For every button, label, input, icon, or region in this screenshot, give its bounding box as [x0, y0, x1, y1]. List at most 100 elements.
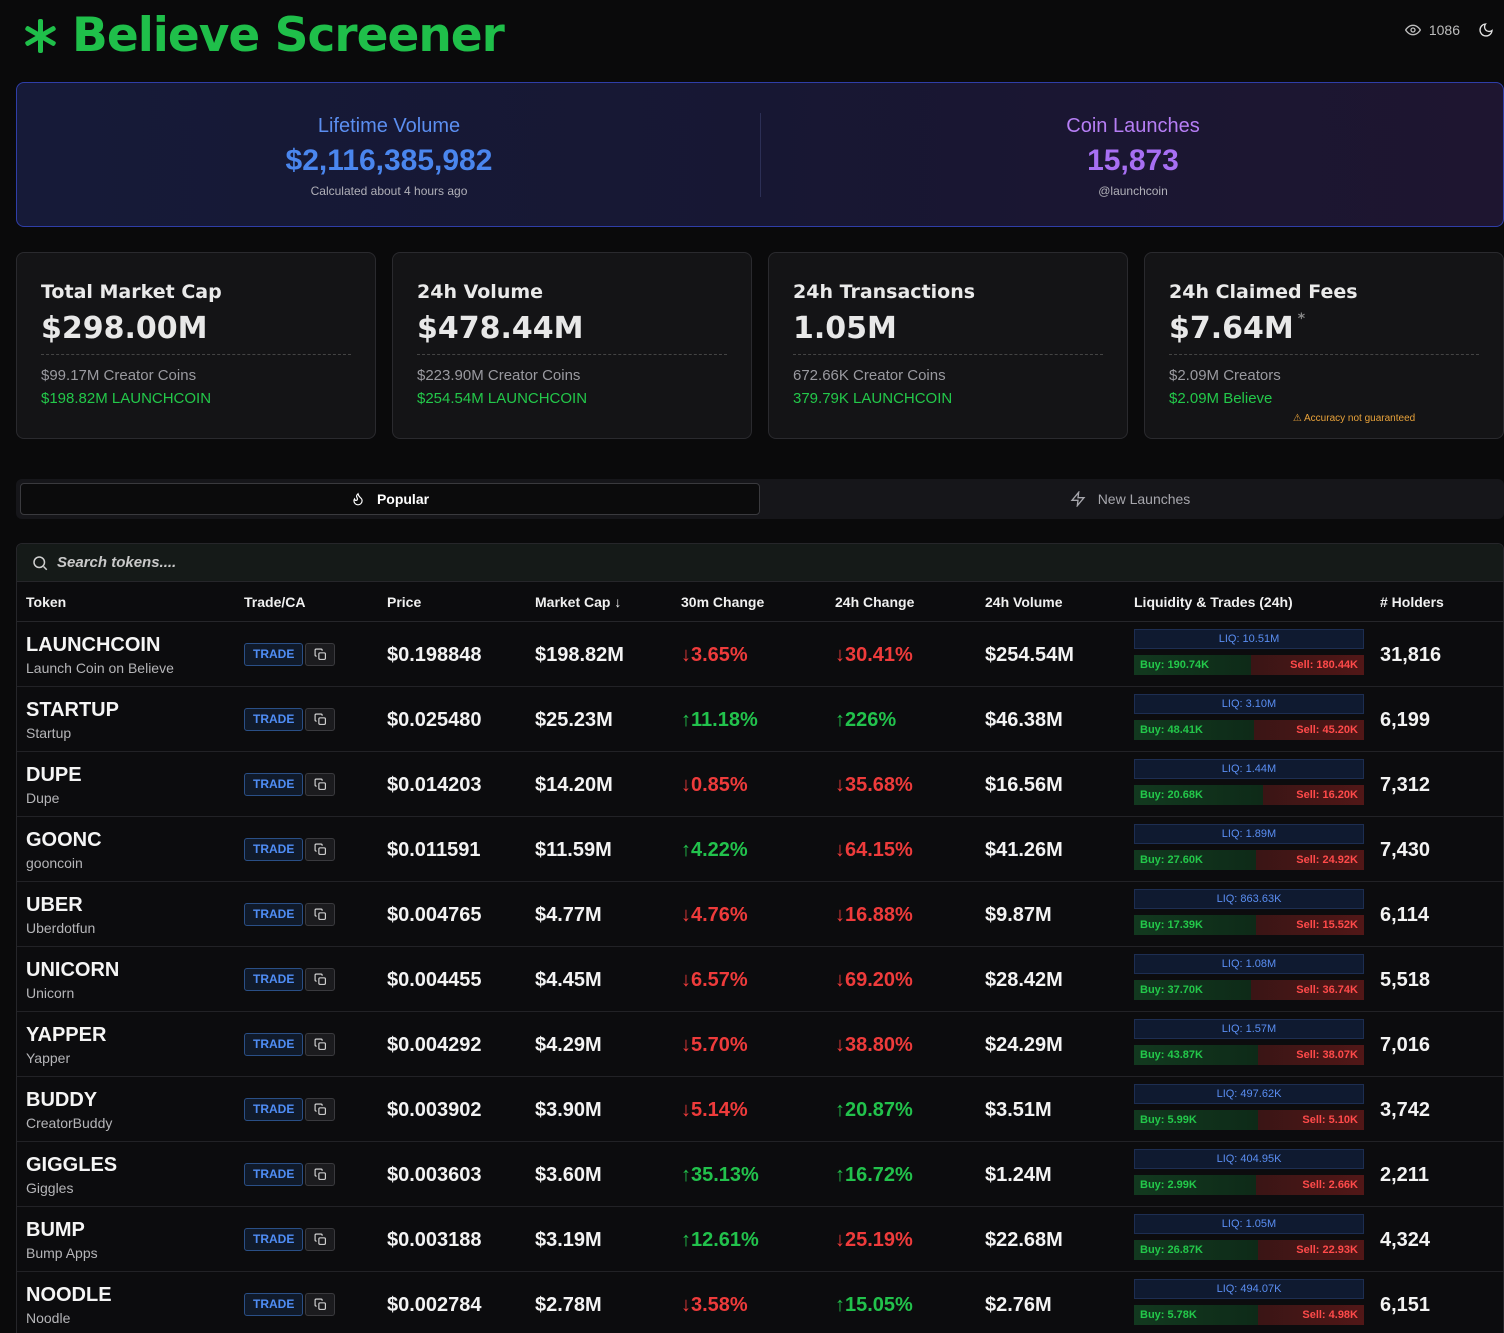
trade-button[interactable]: TRADE — [244, 1163, 304, 1186]
liquidity-trades: LIQ: 497.62K Buy: 5.99K Sell: 5.10K — [1134, 1084, 1364, 1130]
col-24h-volume[interactable]: 24h Volume — [985, 594, 1063, 610]
stat-title: 24h Transactions — [793, 281, 976, 303]
trade-button[interactable]: TRADE — [244, 1228, 304, 1251]
copy-address-button[interactable] — [305, 838, 335, 861]
stat-card-24h-transactions: 24h Transactions 1.05M 672.66K Creator C… — [768, 252, 1128, 439]
liquidity-trades: LIQ: 1.08M Buy: 37.70K Sell: 36.74K — [1134, 954, 1364, 1000]
buy-sell-bar: Buy: 5.99K Sell: 5.10K — [1134, 1110, 1364, 1130]
search-input[interactable] — [57, 554, 457, 571]
copy-address-button[interactable] — [305, 903, 335, 926]
lifetime-volume-subtitle: Calculated about 4 hours ago — [310, 184, 468, 198]
token-symbol[interactable]: NOODLE — [26, 1284, 112, 1306]
table-row[interactable]: GOONC gooncoin TRADE $0.011591 $11.59M ↑… — [17, 817, 1503, 882]
col-price[interactable]: Price — [387, 594, 422, 610]
col-holders[interactable]: # Holders — [1380, 594, 1444, 610]
sell-volume: Sell: 22.93K — [1258, 1240, 1364, 1260]
change-30m: ↓3.65% — [681, 644, 748, 666]
trade-button[interactable]: TRADE — [244, 773, 304, 796]
table-row[interactable]: UNICORN Unicorn TRADE $0.004455 $4.45M ↓… — [17, 947, 1503, 1012]
holders-count: 2,211 — [1380, 1164, 1429, 1186]
token-name: gooncoin — [26, 855, 83, 871]
buy-sell-bar: Buy: 190.74K Sell: 180.44K — [1134, 655, 1364, 675]
table-row[interactable]: DUPE Dupe TRADE $0.014203 $14.20M ↓0.85%… — [17, 752, 1503, 817]
buy-volume: Buy: 190.74K — [1134, 655, 1251, 675]
search-icon — [33, 555, 48, 570]
table-row[interactable]: GIGGLES Giggles TRADE $0.003603 $3.60M ↑… — [17, 1142, 1503, 1207]
holders-count: 6,114 — [1380, 904, 1429, 926]
copy-address-button[interactable] — [305, 773, 335, 796]
market-cap: $25.23M — [535, 709, 613, 731]
tab-popular[interactable]: Popular — [20, 483, 760, 515]
token-symbol[interactable]: GOONC — [26, 829, 102, 851]
trade-button[interactable]: TRADE — [244, 1033, 304, 1056]
change-24h: ↓16.88% — [835, 904, 913, 926]
buy-volume: Buy: 20.68K — [1134, 785, 1263, 805]
table-row[interactable]: STARTUP Startup TRADE $0.025480 $25.23M … — [17, 687, 1503, 752]
col-token[interactable]: Token — [26, 594, 67, 610]
holders-count: 5,518 — [1380, 969, 1431, 991]
change-24h: ↓64.15% — [835, 839, 913, 861]
moon-icon[interactable] — [1478, 22, 1494, 38]
change-24h: ↑226% — [835, 709, 897, 731]
trade-button[interactable]: TRADE — [244, 903, 304, 926]
sell-volume: Sell: 2.66K — [1256, 1175, 1364, 1195]
copy-address-button[interactable] — [305, 1228, 335, 1251]
token-symbol[interactable]: GIGGLES — [26, 1154, 118, 1176]
token-symbol[interactable]: LAUNCHCOIN — [26, 634, 161, 656]
stat-value: $298.00M — [41, 311, 351, 355]
liquidity-trades: LIQ: 1.44M Buy: 20.68K Sell: 16.20K — [1134, 759, 1364, 805]
copy-address-button[interactable] — [305, 1163, 335, 1186]
table-row[interactable]: BUMP Bump Apps TRADE $0.003188 $3.19M ↑1… — [17, 1207, 1503, 1272]
token-symbol[interactable]: BUMP — [26, 1219, 85, 1241]
copy-address-button[interactable] — [305, 1293, 335, 1316]
volume-24h: $41.26M — [985, 839, 1063, 861]
summary-banner: Lifetime Volume $2,116,385,982 Calculate… — [16, 82, 1504, 227]
volume-24h: $254.54M — [985, 644, 1074, 666]
lifetime-volume-value: $2,116,385,982 — [285, 144, 493, 177]
copy-address-button[interactable] — [305, 968, 335, 991]
copy-address-button[interactable] — [305, 708, 335, 731]
coin-launches-panel: Coin Launches 15,873 @launchcoin — [761, 115, 1504, 198]
buy-sell-bar: Buy: 5.78K Sell: 4.98K — [1134, 1305, 1364, 1325]
col-trade: Trade/CA — [244, 594, 306, 610]
token-symbol[interactable]: STARTUP — [26, 699, 119, 721]
table-row[interactable]: BUDDY CreatorBuddy TRADE $0.003902 $3.90… — [17, 1077, 1503, 1142]
table-row[interactable]: NOODLE Noodle TRADE $0.002784 $2.78M ↓3.… — [17, 1272, 1503, 1333]
token-symbol[interactable]: UBER — [26, 894, 83, 916]
change-30m: ↓4.76% — [681, 904, 748, 926]
trade-button[interactable]: TRADE — [244, 1293, 304, 1316]
change-30m: ↓5.14% — [681, 1099, 748, 1121]
copy-address-button[interactable] — [305, 1033, 335, 1056]
col-24h-change[interactable]: 24h Change — [835, 594, 915, 610]
trade-button[interactable]: TRADE — [244, 708, 304, 731]
price: $0.025480 — [387, 709, 482, 731]
table-row[interactable]: LAUNCHCOIN Launch Coin on Believe TRADE … — [17, 622, 1503, 687]
col-liquidity[interactable]: Liquidity & Trades (24h) — [1134, 594, 1293, 610]
col-market-cap[interactable]: Market Cap ↓ — [535, 594, 622, 610]
token-symbol[interactable]: DUPE — [26, 764, 82, 786]
change-24h: ↓25.19% — [835, 1229, 913, 1251]
brand-title: Believe Screener — [72, 8, 505, 63]
table-row[interactable]: YAPPER Yapper TRADE $0.004292 $4.29M ↓5.… — [17, 1012, 1503, 1077]
buy-sell-bar: Buy: 27.60K Sell: 24.92K — [1134, 850, 1364, 870]
lightning-icon — [1070, 491, 1086, 507]
copy-address-button[interactable] — [305, 643, 335, 666]
token-symbol[interactable]: UNICORN — [26, 959, 120, 981]
volume-24h: $9.87M — [985, 904, 1052, 926]
coin-launches-subtitle: @launchcoin — [1098, 184, 1168, 198]
tab-new-launches[interactable]: New Launches — [760, 483, 1500, 515]
token-symbol[interactable]: YAPPER — [26, 1024, 107, 1046]
col-30m-change[interactable]: 30m Change — [681, 594, 765, 610]
trade-button[interactable]: TRADE — [244, 1098, 304, 1121]
token-symbol[interactable]: BUDDY — [26, 1089, 98, 1111]
trade-button[interactable]: TRADE — [244, 643, 304, 666]
liquidity-value: LIQ: 1.89M — [1134, 824, 1364, 844]
table-row[interactable]: UBER Uberdotfun TRADE $0.004765 $4.77M ↓… — [17, 882, 1503, 947]
holders-count: 6,151 — [1380, 1294, 1431, 1316]
trade-button[interactable]: TRADE — [244, 838, 304, 861]
token-name: Dupe — [26, 790, 60, 806]
market-cap: $11.59M — [535, 839, 612, 861]
copy-address-button[interactable] — [305, 1098, 335, 1121]
copy-icon — [314, 778, 326, 790]
trade-button[interactable]: TRADE — [244, 968, 304, 991]
